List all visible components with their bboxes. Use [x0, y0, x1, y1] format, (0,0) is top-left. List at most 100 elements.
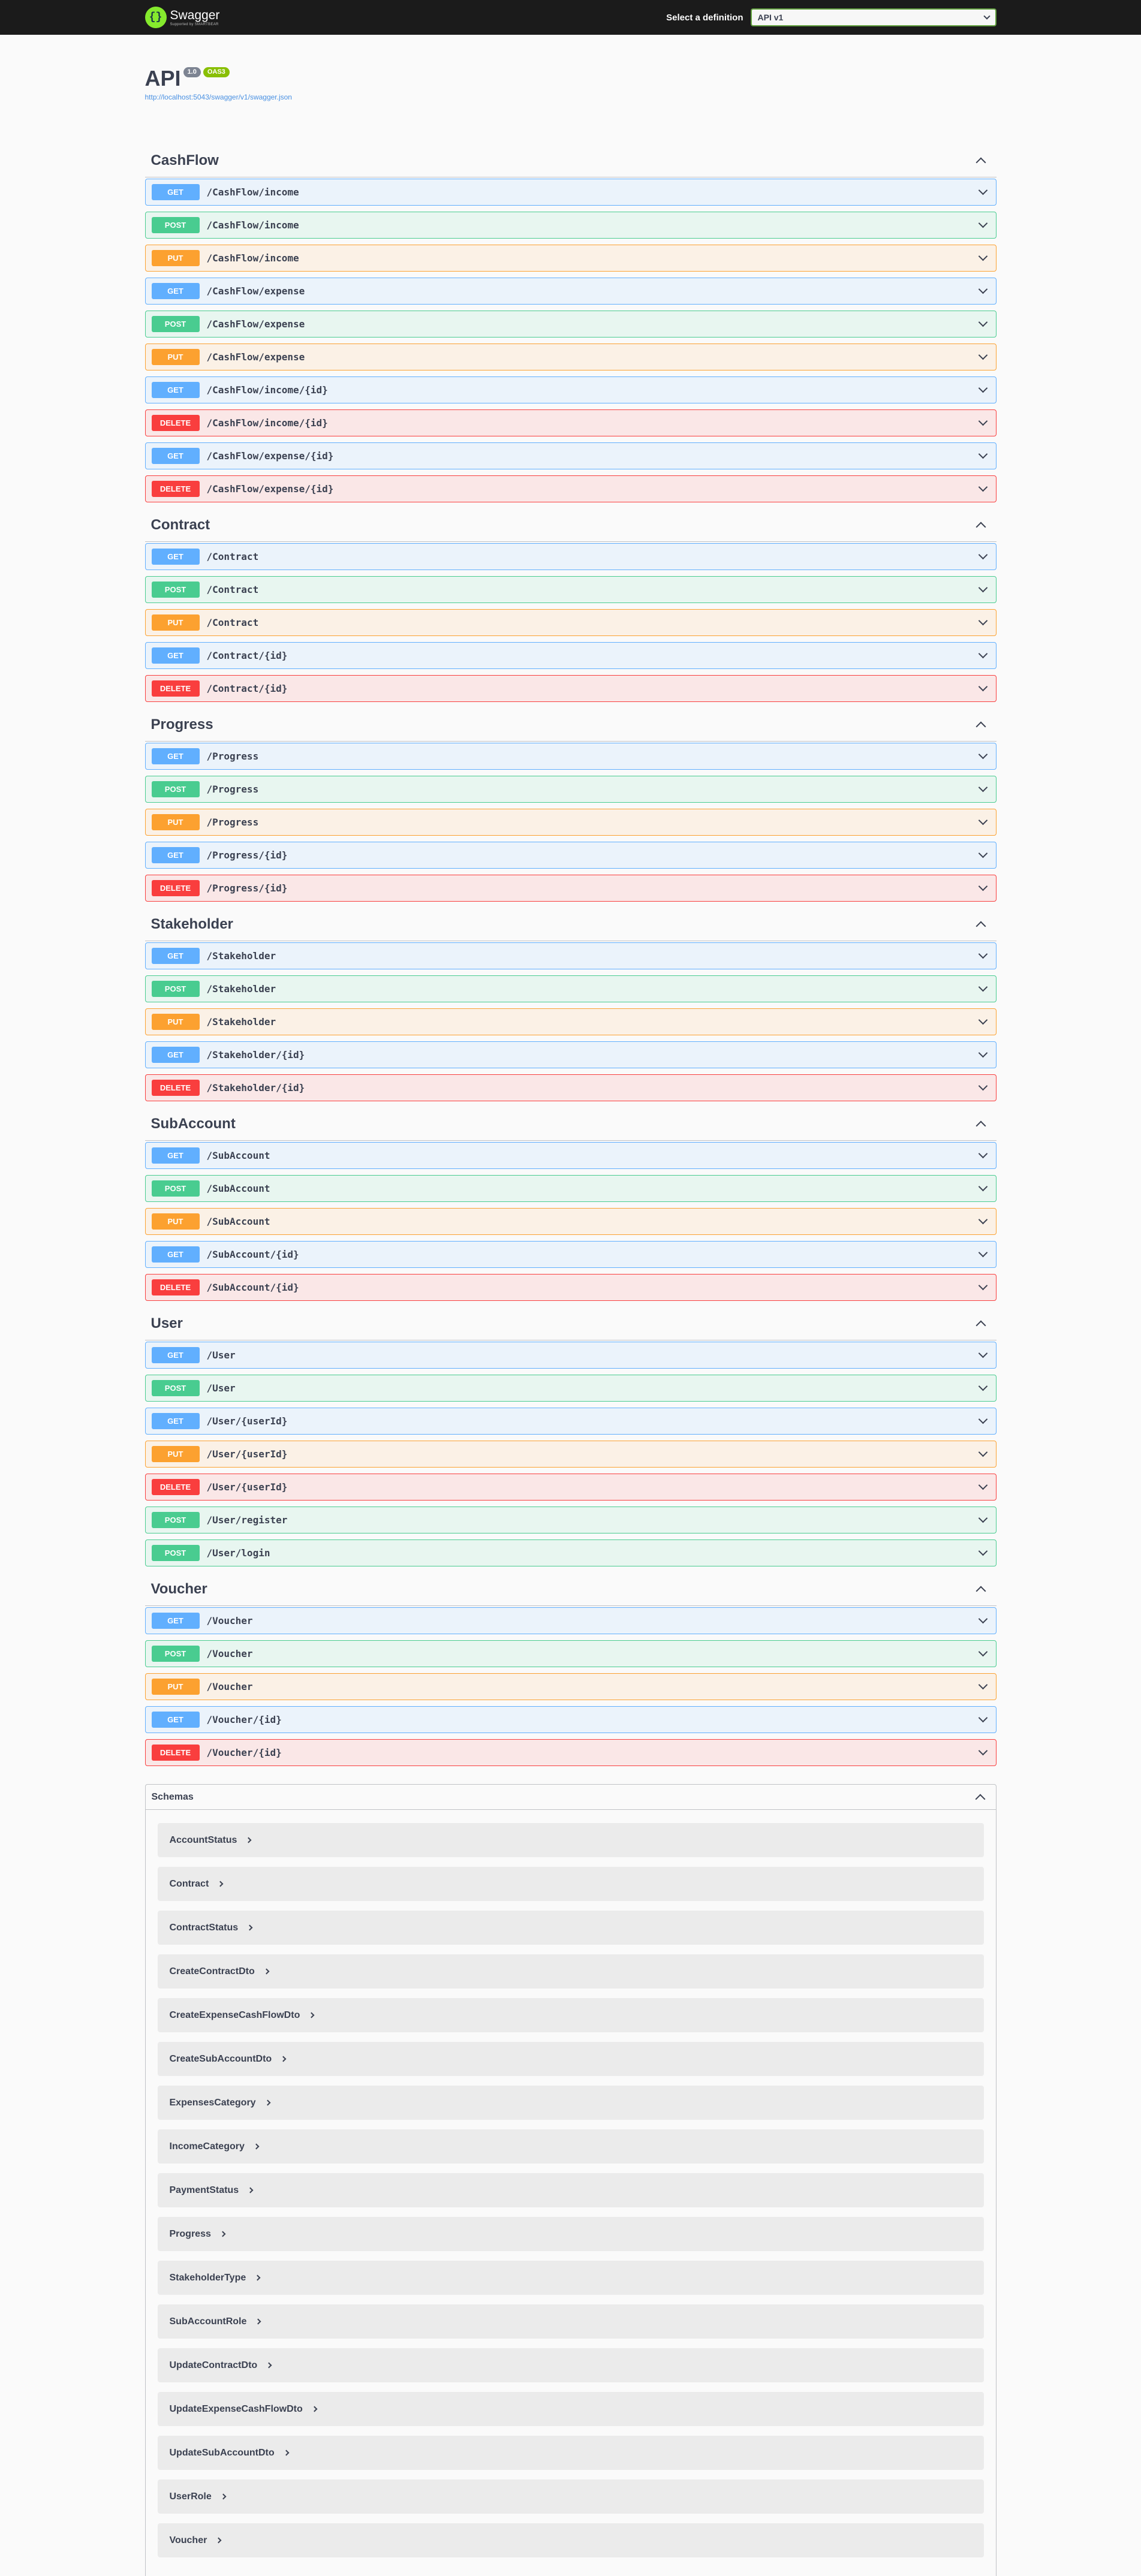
tag-header[interactable]: Stakeholder	[144, 908, 997, 941]
model-row[interactable]: ExpensesCategory	[157, 2086, 984, 2120]
chevron-down-icon[interactable]	[978, 251, 988, 261]
chevron-down-icon[interactable]	[978, 317, 988, 327]
model-row[interactable]: Progress	[157, 2217, 984, 2251]
operation-row[interactable]: DELETE/Progress/{id}	[144, 875, 997, 902]
chevron-down-icon[interactable]	[978, 616, 988, 626]
chevron-down-icon[interactable]	[978, 649, 988, 659]
chevron-down-icon[interactable]	[978, 383, 988, 393]
operation-row[interactable]: POST/User/login	[144, 1539, 997, 1566]
operation-row[interactable]: GET/Stakeholder	[144, 942, 997, 969]
tag-header[interactable]: User	[144, 1307, 997, 1340]
operation-row[interactable]: GET/Voucher	[144, 1607, 997, 1634]
chevron-down-icon[interactable]	[978, 1081, 988, 1091]
operation-row[interactable]: POST/User	[144, 1375, 997, 1402]
model-row[interactable]: AccountStatus	[157, 1823, 984, 1857]
operation-row[interactable]: DELETE/User/{userId}	[144, 1474, 997, 1501]
spec-url-link[interactable]: http://localhost:5043/swagger/v1/swagger…	[144, 93, 292, 101]
chevron-down-icon[interactable]	[978, 550, 988, 560]
chevron-down-icon[interactable]	[978, 482, 988, 492]
operation-row[interactable]: GET/Voucher/{id}	[144, 1706, 997, 1733]
operation-row[interactable]: GET/CashFlow/income/{id}	[144, 376, 997, 403]
chevron-down-icon[interactable]	[978, 1348, 988, 1358]
operation-row[interactable]: POST/CashFlow/expense	[144, 311, 997, 338]
model-row[interactable]: UpdateContractDto	[157, 2348, 984, 2382]
tag-header[interactable]: Contract	[144, 508, 997, 542]
operation-row[interactable]: PUT/User/{userId}	[144, 1441, 997, 1468]
chevron-down-icon[interactable]	[978, 1414, 988, 1424]
chevron-down-icon[interactable]	[978, 1048, 988, 1058]
operation-row[interactable]: DELETE/CashFlow/income/{id}	[144, 409, 997, 436]
operation-row[interactable]: PUT/Progress	[144, 809, 997, 836]
tag-header[interactable]: Voucher	[144, 1572, 997, 1606]
operation-row[interactable]: PUT/Voucher	[144, 1673, 997, 1700]
operation-row[interactable]: GET/CashFlow/expense/{id}	[144, 442, 997, 469]
chevron-down-icon[interactable]	[978, 749, 988, 760]
chevron-down-icon[interactable]	[978, 1215, 988, 1225]
chevron-down-icon[interactable]	[978, 682, 988, 692]
operation-row[interactable]: POST/Voucher	[144, 1640, 997, 1667]
operation-row[interactable]: PUT/CashFlow/expense	[144, 344, 997, 370]
operation-row[interactable]: GET/Progress	[144, 743, 997, 770]
operation-row[interactable]: GET/SubAccount	[144, 1142, 997, 1169]
chevron-down-icon[interactable]	[978, 583, 988, 593]
model-row[interactable]: ContractStatus	[157, 1911, 984, 1945]
chevron-down-icon[interactable]	[978, 1149, 988, 1159]
chevron-down-icon[interactable]	[978, 1182, 988, 1192]
operation-row[interactable]: GET/User	[144, 1342, 997, 1369]
chevron-down-icon[interactable]	[978, 982, 988, 992]
model-row[interactable]: Voucher	[157, 2523, 984, 2557]
chevron-down-icon[interactable]	[978, 1746, 988, 1756]
chevron-down-icon[interactable]	[978, 1480, 988, 1490]
model-row[interactable]: PaymentStatus	[157, 2173, 984, 2207]
model-row[interactable]: SubAccountRole	[157, 2304, 984, 2339]
model-row[interactable]: UpdateSubAccountDto	[157, 2436, 984, 2470]
model-row[interactable]: CreateContractDto	[157, 1954, 984, 1989]
operation-row[interactable]: PUT/Stakeholder	[144, 1008, 997, 1035]
chevron-down-icon[interactable]	[978, 1447, 988, 1457]
model-row[interactable]: UpdateExpenseCashFlowDto	[157, 2392, 984, 2426]
operation-row[interactable]: PUT/SubAccount	[144, 1208, 997, 1235]
operation-row[interactable]: GET/Stakeholder/{id}	[144, 1041, 997, 1068]
tag-header[interactable]: Progress	[144, 708, 997, 742]
model-row[interactable]: StakeholderType	[157, 2261, 984, 2295]
chevron-down-icon[interactable]	[978, 1546, 988, 1556]
operation-row[interactable]: POST/Progress	[144, 776, 997, 803]
chevron-down-icon[interactable]	[978, 1281, 988, 1291]
operation-row[interactable]: DELETE/Stakeholder/{id}	[144, 1074, 997, 1101]
chevron-down-icon[interactable]	[978, 1680, 988, 1690]
chevron-down-icon[interactable]	[978, 218, 988, 228]
operation-row[interactable]: GET/Contract/{id}	[144, 642, 997, 669]
operation-row[interactable]: POST/SubAccount	[144, 1175, 997, 1202]
operation-row[interactable]: GET/SubAccount/{id}	[144, 1241, 997, 1268]
model-row[interactable]: Contract	[157, 1867, 984, 1901]
operation-row[interactable]: POST/Contract	[144, 576, 997, 603]
chevron-down-icon[interactable]	[978, 1513, 988, 1523]
chevron-down-icon[interactable]	[978, 1614, 988, 1624]
chevron-down-icon[interactable]	[978, 815, 988, 825]
model-row[interactable]: UserRole	[157, 2479, 984, 2514]
swagger-logo[interactable]: {} Swagger Supported by SMARTBEAR	[144, 7, 219, 28]
tag-header[interactable]: CashFlow	[144, 144, 997, 177]
operation-row[interactable]: GET/Contract	[144, 543, 997, 570]
operation-row[interactable]: PUT/CashFlow/income	[144, 245, 997, 272]
chevron-down-icon[interactable]	[978, 449, 988, 459]
model-row[interactable]: CreateSubAccountDto	[157, 2042, 984, 2076]
chevron-down-icon[interactable]	[978, 416, 988, 426]
chevron-down-icon[interactable]	[978, 1015, 988, 1025]
chevron-down-icon[interactable]	[978, 185, 988, 195]
operation-row[interactable]: DELETE/SubAccount/{id}	[144, 1274, 997, 1301]
chevron-down-icon[interactable]	[978, 1381, 988, 1391]
chevron-down-icon[interactable]	[978, 284, 988, 294]
model-row[interactable]: IncomeCategory	[157, 2129, 984, 2164]
chevron-down-icon[interactable]	[978, 1248, 988, 1258]
chevron-down-icon[interactable]	[978, 1713, 988, 1723]
operation-row[interactable]: GET/CashFlow/income	[144, 179, 997, 206]
operation-row[interactable]: GET/CashFlow/expense	[144, 278, 997, 305]
chevron-down-icon[interactable]	[978, 350, 988, 360]
operation-row[interactable]: GET/Progress/{id}	[144, 842, 997, 869]
operation-row[interactable]: POST/User/register	[144, 1507, 997, 1533]
operation-row[interactable]: POST/CashFlow/income	[144, 212, 997, 239]
operation-row[interactable]: POST/Stakeholder	[144, 975, 997, 1002]
chevron-down-icon[interactable]	[978, 848, 988, 858]
schemas-header[interactable]: Schemas	[145, 1785, 996, 1810]
